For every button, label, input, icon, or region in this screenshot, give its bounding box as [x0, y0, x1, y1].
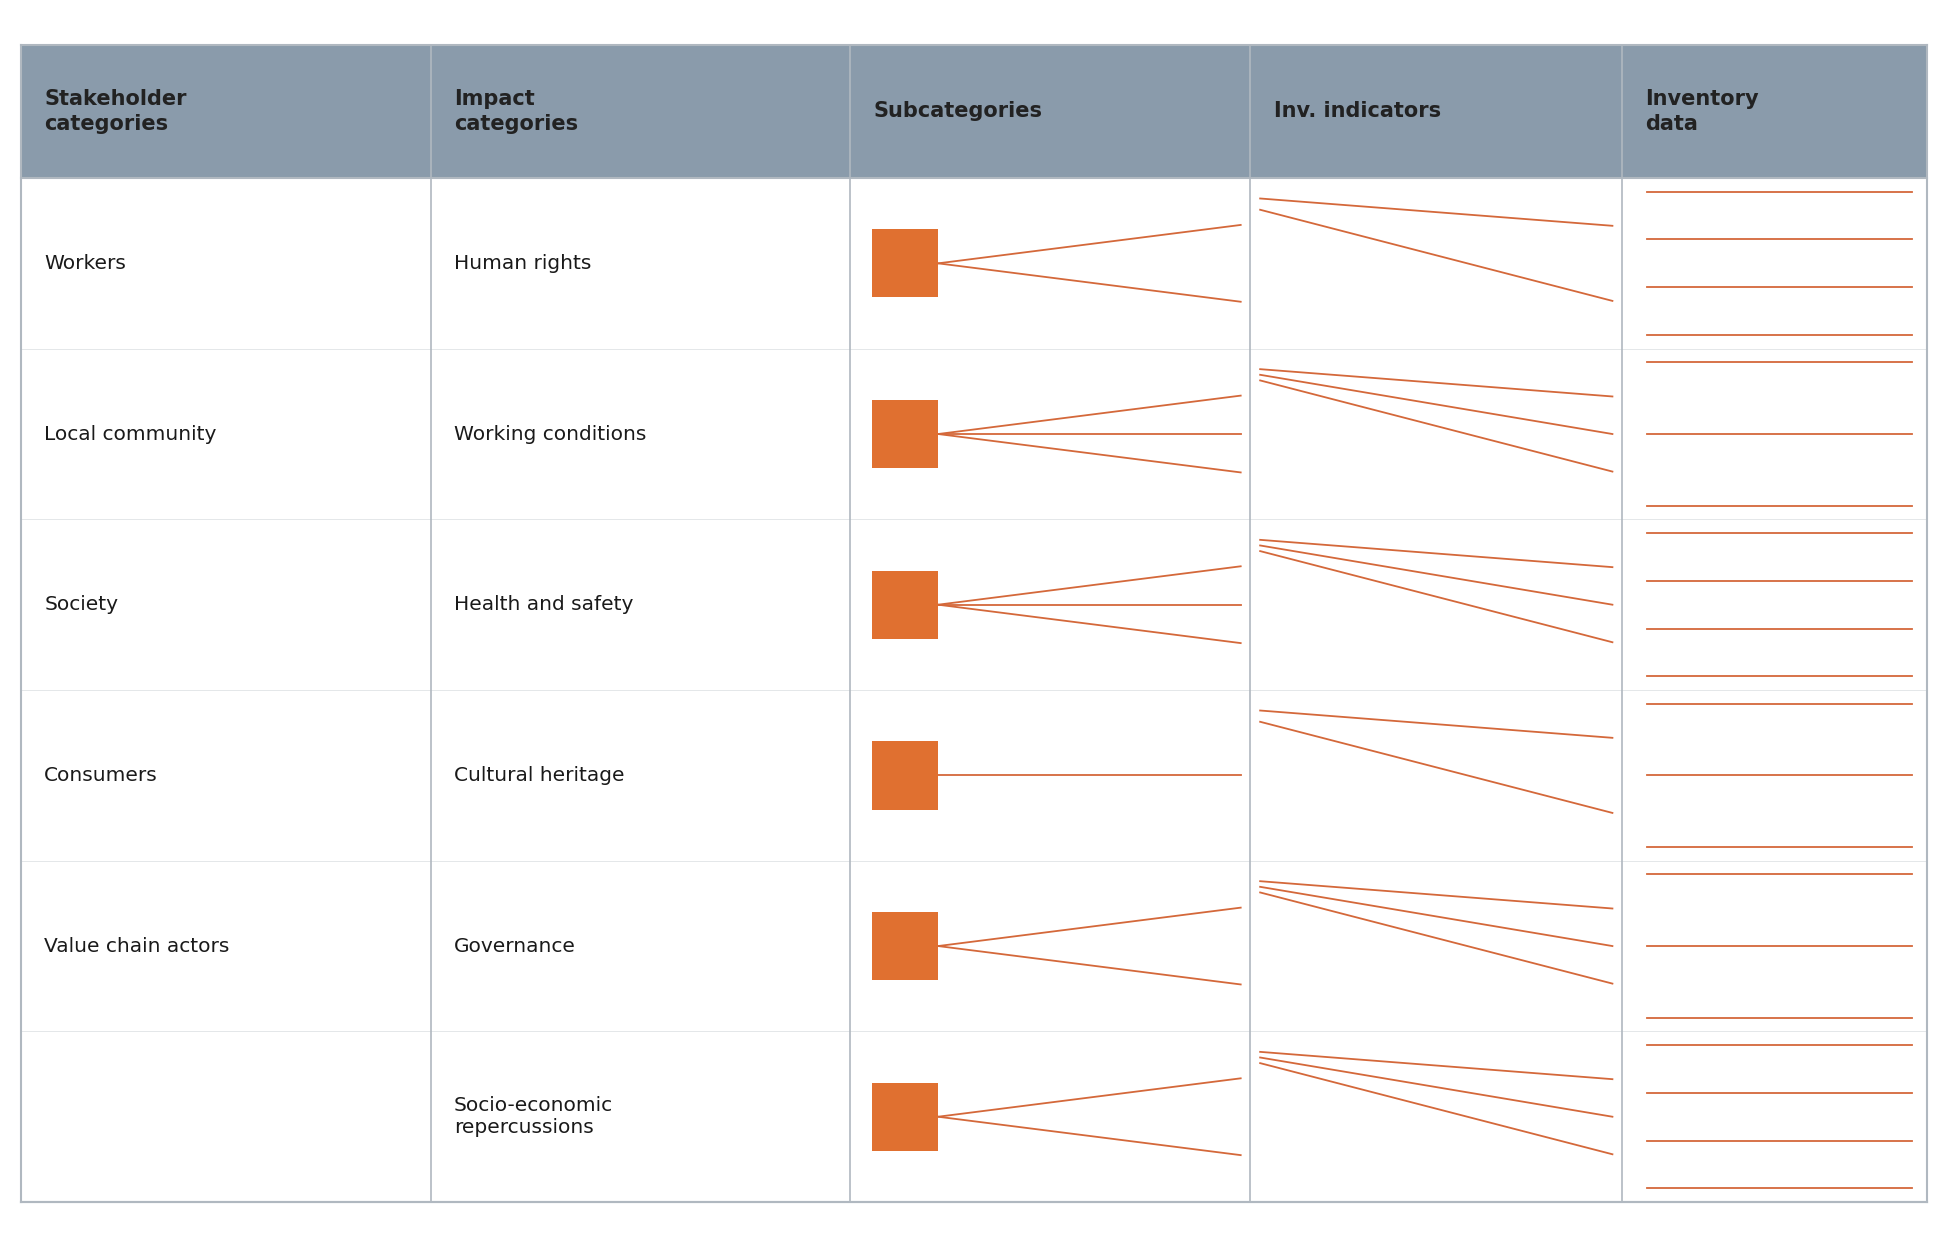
Bar — [873, 571, 939, 638]
Bar — [21, 45, 431, 178]
Bar — [431, 45, 849, 178]
Text: Local community: Local community — [45, 424, 216, 444]
Text: Cultural heritage: Cultural heritage — [454, 766, 625, 784]
Bar — [873, 229, 939, 298]
Text: Inv. indicators: Inv. indicators — [1274, 101, 1442, 121]
Text: Working conditions: Working conditions — [454, 424, 647, 444]
Text: Impact
categories: Impact categories — [454, 89, 579, 133]
Text: Health and safety: Health and safety — [454, 595, 633, 615]
Bar — [849, 45, 1251, 178]
Bar — [1251, 45, 1623, 178]
Text: Governance: Governance — [454, 936, 577, 955]
Bar — [873, 912, 939, 980]
Text: Workers: Workers — [45, 254, 127, 273]
Bar — [873, 741, 939, 809]
Text: Human rights: Human rights — [454, 254, 592, 273]
Bar — [873, 1082, 939, 1151]
Text: Inventory
data: Inventory data — [1646, 89, 1759, 133]
Text: Value chain actors: Value chain actors — [45, 936, 230, 955]
Text: Socio-economic
repercussions: Socio-economic repercussions — [454, 1096, 614, 1137]
Bar — [873, 400, 939, 468]
Text: Stakeholder
categories: Stakeholder categories — [45, 89, 187, 133]
Text: Subcategories: Subcategories — [873, 101, 1042, 121]
Bar — [1623, 45, 1927, 178]
Text: Consumers: Consumers — [45, 766, 158, 784]
Text: Society: Society — [45, 595, 119, 615]
